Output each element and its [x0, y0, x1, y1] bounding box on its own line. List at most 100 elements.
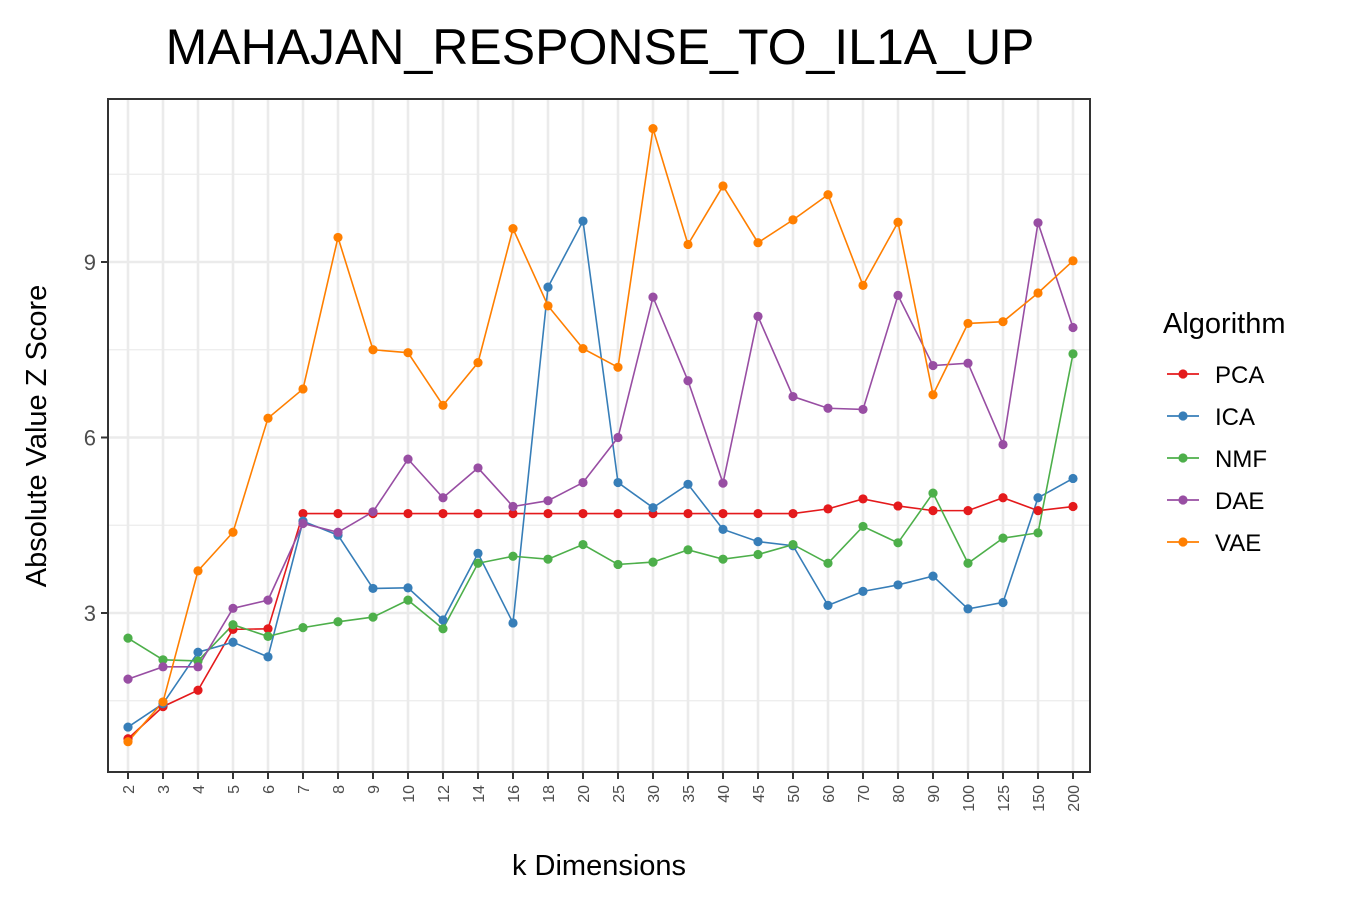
data-point-pca: [893, 501, 903, 511]
data-point-nmf: [403, 595, 413, 605]
data-point-ica: [578, 216, 588, 226]
x-tick-label: 16: [506, 785, 523, 803]
data-point-vae: [753, 238, 763, 248]
data-point-nmf: [753, 549, 763, 560]
x-tick-label: 2: [121, 785, 138, 794]
x-tick-label: 9: [366, 785, 383, 794]
series-line-pca: [127, 496, 1074, 740]
data-point-pca: [613, 508, 623, 519]
data-point-nmf: [508, 551, 518, 561]
data-point-vae: [683, 239, 693, 250]
data-point-vae: [193, 566, 203, 576]
data-point-vae: [508, 224, 518, 234]
x-tick-label: 45: [751, 785, 768, 803]
data-point-vae: [1033, 288, 1043, 298]
data-point-pca: [928, 506, 938, 516]
data-point-nmf: [998, 533, 1008, 543]
data-point-dae: [998, 439, 1008, 450]
data-point-ica: [193, 647, 203, 657]
data-point-dae: [298, 518, 308, 529]
data-point-pca: [1033, 506, 1043, 516]
legend-title: Algorithm: [1163, 308, 1286, 340]
data-point-ica: [403, 583, 413, 593]
data-point-dae: [788, 391, 798, 402]
data-point-nmf: [718, 554, 728, 564]
legend-label-dae: DAE: [1215, 488, 1264, 515]
data-point-dae: [893, 290, 903, 300]
data-point-vae: [928, 390, 938, 400]
y-tick-label: 6: [84, 426, 96, 451]
data-point-dae: [438, 493, 448, 503]
x-tick-label: 35: [681, 785, 698, 803]
data-point-vae: [613, 362, 623, 372]
legend-label-pca: PCA: [1215, 362, 1264, 389]
data-point-vae: [543, 301, 553, 311]
x-tick-label: 12: [436, 785, 453, 803]
x-tick-label: 8: [331, 785, 348, 794]
data-point-nmf: [613, 559, 623, 570]
x-axis-title: k Dimensions: [512, 850, 686, 882]
data-point-pca: [263, 624, 273, 634]
chart-title: MAHAJAN_RESPONSE_TO_IL1A_UP: [166, 19, 1035, 75]
data-point-pca: [683, 508, 693, 519]
legend-key-point: [1178, 369, 1188, 379]
data-point-nmf: [578, 539, 588, 550]
data-point-nmf: [1033, 528, 1043, 538]
data-point-dae: [473, 463, 483, 473]
data-point-vae: [298, 384, 308, 394]
data-point-vae: [788, 215, 798, 225]
data-point-pca: [788, 508, 798, 519]
data-point-vae: [718, 181, 728, 191]
data-point-dae: [718, 478, 728, 488]
data-point-dae: [193, 662, 203, 672]
x-tick-label: 90: [926, 785, 943, 803]
data-point-ica: [473, 548, 483, 558]
data-point-vae: [893, 217, 903, 227]
data-point-nmf: [263, 631, 273, 642]
x-tick-label: 40: [716, 785, 733, 803]
data-point-nmf: [368, 612, 378, 622]
data-point-pca: [998, 493, 1008, 503]
data-point-pca: [438, 508, 448, 519]
data-point-nmf: [158, 655, 168, 665]
data-point-dae: [403, 454, 413, 464]
data-point-dae: [613, 432, 623, 443]
data-point-ica: [753, 537, 763, 547]
x-tick-label: 25: [611, 785, 628, 803]
x-tick-label: 70: [856, 785, 873, 803]
data-point-ica: [823, 600, 833, 610]
data-point-vae: [648, 124, 658, 134]
x-tick-label: 150: [1031, 785, 1048, 812]
data-point-vae: [1068, 256, 1078, 266]
x-tick-label: 3: [156, 785, 173, 794]
x-tick-label: 18: [541, 785, 558, 803]
data-point-vae: [578, 343, 588, 354]
data-point-nmf: [928, 488, 938, 498]
series-line-nmf: [127, 353, 1074, 662]
series-line-dae: [127, 222, 1074, 680]
data-point-ica: [858, 586, 868, 596]
data-point-ica: [263, 652, 273, 662]
data-point-pca: [298, 508, 308, 519]
data-point-dae: [928, 360, 938, 371]
data-point-ica: [893, 580, 903, 590]
data-point-ica: [928, 571, 938, 581]
x-tick-label: 6: [261, 785, 278, 794]
data-point-pca: [718, 508, 728, 519]
data-point-pca: [333, 508, 343, 519]
data-point-pca: [1068, 501, 1078, 512]
data-point-dae: [1033, 218, 1043, 228]
data-point-pca: [753, 508, 763, 519]
data-point-nmf: [473, 558, 483, 568]
data-point-pca: [193, 685, 203, 695]
data-point-dae: [753, 311, 763, 322]
data-point-vae: [823, 190, 833, 200]
data-point-dae: [543, 496, 553, 506]
data-point-vae: [333, 232, 343, 243]
x-tick-label: 7: [296, 785, 313, 794]
data-point-dae: [508, 501, 518, 512]
data-point-vae: [158, 697, 168, 707]
data-point-nmf: [648, 557, 658, 567]
data-point-ica: [1033, 493, 1043, 503]
